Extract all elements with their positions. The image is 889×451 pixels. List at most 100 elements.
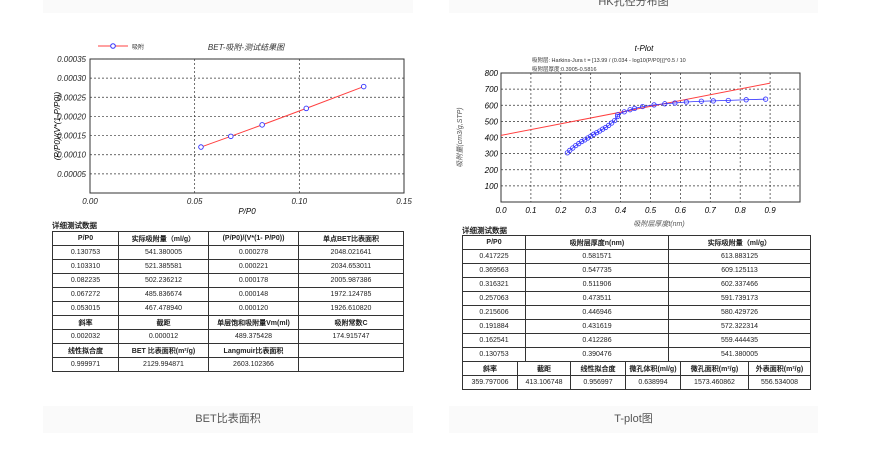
y-tick-label: 600	[485, 101, 499, 110]
x-axis-label: P/P0	[238, 207, 256, 215]
x-tick-label: 0.15	[396, 197, 412, 206]
x-tick-label: 0.5	[645, 206, 657, 215]
table-cell: 外表面积(m²/g)	[748, 361, 811, 376]
x-tick-label: 0.3	[585, 206, 597, 215]
table-cell: 0.956997	[570, 375, 626, 390]
bet-section-title: 详细测试数据	[52, 221, 97, 230]
table-cell: 0.002032	[52, 329, 119, 344]
table-cell: 502.236212	[118, 273, 209, 288]
table-cell: 0.257063	[462, 291, 526, 306]
table-cell: 0.412286	[525, 333, 669, 348]
table-cell: 线性拟合度	[52, 343, 119, 358]
table-cell	[298, 357, 404, 372]
table-cell: 1573.460862	[680, 375, 749, 390]
table-cell: P/P0	[462, 235, 526, 250]
table-cell: 0.000178	[208, 273, 299, 288]
table-header-row: P/P0 吸附层厚度n(nm) 实际吸附量（ml/g）	[462, 235, 811, 250]
table-row: 0.067272 485.836674 0.000148 1972.124785	[52, 287, 404, 302]
chart-title: t-Plot	[635, 44, 654, 53]
data-point	[621, 109, 627, 115]
table-cell: (P/P0)/(V*(1- P/P0))	[208, 231, 299, 246]
table-row: 0.369563 0.547735 609.125113	[462, 263, 811, 278]
table-cell: 2005.987386	[298, 273, 404, 288]
table-cell: 0.417225	[462, 249, 526, 264]
table-cell: 实际吸附量（ml/g）	[668, 235, 811, 250]
table-cell: 0.000148	[208, 287, 299, 302]
table-cell: 0.511906	[525, 277, 669, 292]
table-row: 359.797006 413.106748 0.956997 0.638994 1573…	[462, 375, 811, 390]
table-cell: 截距	[118, 315, 209, 330]
tplot-section-title: 详细测试数据	[462, 226, 507, 235]
table-cell: 359.797006	[462, 375, 518, 390]
tplot-summary-table: 斜率 截距 线性拟合度 微孔体积(ml/g) 微孔面积(m²/g) 外表面积(m²/g) 3…	[462, 361, 811, 390]
table-cell: 微孔体积(ml/g)	[625, 361, 681, 376]
y-axis-label: 吸附量(cm3/g,STP)	[456, 107, 464, 167]
table-cell: 0.431619	[525, 319, 669, 334]
table-cell: 0.130753	[52, 245, 119, 260]
table-cell: 489.375428	[208, 329, 299, 344]
table-cell: 0.082235	[52, 273, 119, 288]
table-cell: 吸附层厚度n(nm)	[525, 235, 669, 250]
chart-subtitle: 吸附层厚度:0.3905-0.5816	[532, 65, 597, 73]
x-tick-label: 0.8	[735, 206, 747, 215]
table-cell	[298, 343, 404, 358]
table-cell: 485.836674	[118, 287, 209, 302]
table-cell: 0.130753	[462, 347, 526, 362]
legend-marker	[110, 43, 116, 49]
table-cell: 0.162541	[462, 333, 526, 348]
plot-area	[89, 58, 405, 194]
data-point	[639, 103, 646, 110]
y-tick-label: 800	[485, 69, 499, 78]
data-point	[198, 144, 204, 150]
table-cell: 斜率	[52, 315, 119, 330]
table-cell: 0.638994	[625, 375, 681, 390]
table-header-row: P/P0 实际吸附量（ml/g） (P/P0)/(V*(1- P/P0)) 单点BET…	[52, 231, 404, 246]
y-tick-label: 700	[485, 85, 499, 94]
table-cell: 0.215606	[462, 305, 526, 320]
bet-caption: BET比表面积	[43, 406, 413, 433]
data-point	[615, 113, 621, 120]
table-cell: 467.478940	[118, 301, 209, 316]
y-tick-label: 100	[485, 182, 499, 191]
table-cell: 591.739173	[668, 291, 811, 306]
table-row: 0.417225 0.581571 613.883125	[462, 249, 811, 264]
table-row: 0.130753 0.390476 541.380005	[462, 347, 811, 362]
table-cell: 线性拟合度	[570, 361, 626, 376]
y-tick-label: 200	[484, 166, 499, 175]
data-point	[710, 98, 716, 104]
data-point	[360, 83, 367, 90]
x-tick-label: 0.10	[292, 197, 308, 206]
y-tick-label: 0.00035	[57, 55, 86, 64]
table-header-row: 斜率 截距 单层饱和吸附量Vm(ml) 吸附常数C	[52, 315, 404, 330]
data-point	[303, 105, 310, 112]
x-tick-label: 0.05	[187, 197, 203, 206]
table-cell: 413.106748	[517, 375, 571, 390]
table-cell: 559.444435	[668, 333, 811, 348]
x-tick-label: 0.6	[675, 206, 687, 215]
y-tick-label: 0.00020	[57, 112, 86, 121]
table-cell: 0.103310	[52, 259, 119, 274]
x-tick-label: 0.7	[705, 206, 717, 215]
table-row: 0.257063 0.473511 591.739173	[462, 291, 811, 306]
table-cell: 0.067272	[52, 287, 119, 302]
table-row: 0.103310 521.385581 0.000221 2034.653011	[52, 259, 404, 274]
table-cell: 2048.021641	[298, 245, 404, 260]
table-cell: 斜率	[462, 361, 518, 376]
data-point	[651, 102, 657, 108]
data-point	[259, 122, 265, 128]
table-cell: 541.380005	[668, 347, 811, 362]
data-point	[683, 99, 689, 105]
y-tick-label: 0.00010	[57, 151, 86, 160]
table-cell: 0.369563	[462, 263, 526, 278]
data-point	[579, 138, 585, 145]
table-cell: 单层饱和吸附量Vm(ml)	[208, 315, 299, 330]
y-tick-label: 0.00030	[57, 74, 86, 83]
table-cell: P/P0	[52, 231, 119, 246]
fit-line	[500, 82, 771, 136]
data-point	[600, 126, 606, 132]
y-tick-label: 0.00025	[57, 93, 86, 102]
x-tick-label: 0.00	[82, 197, 98, 206]
table-cell: 602.337466	[668, 277, 811, 292]
table-cell: 0.053015	[52, 301, 119, 316]
table-cell: 0.000221	[208, 259, 299, 274]
